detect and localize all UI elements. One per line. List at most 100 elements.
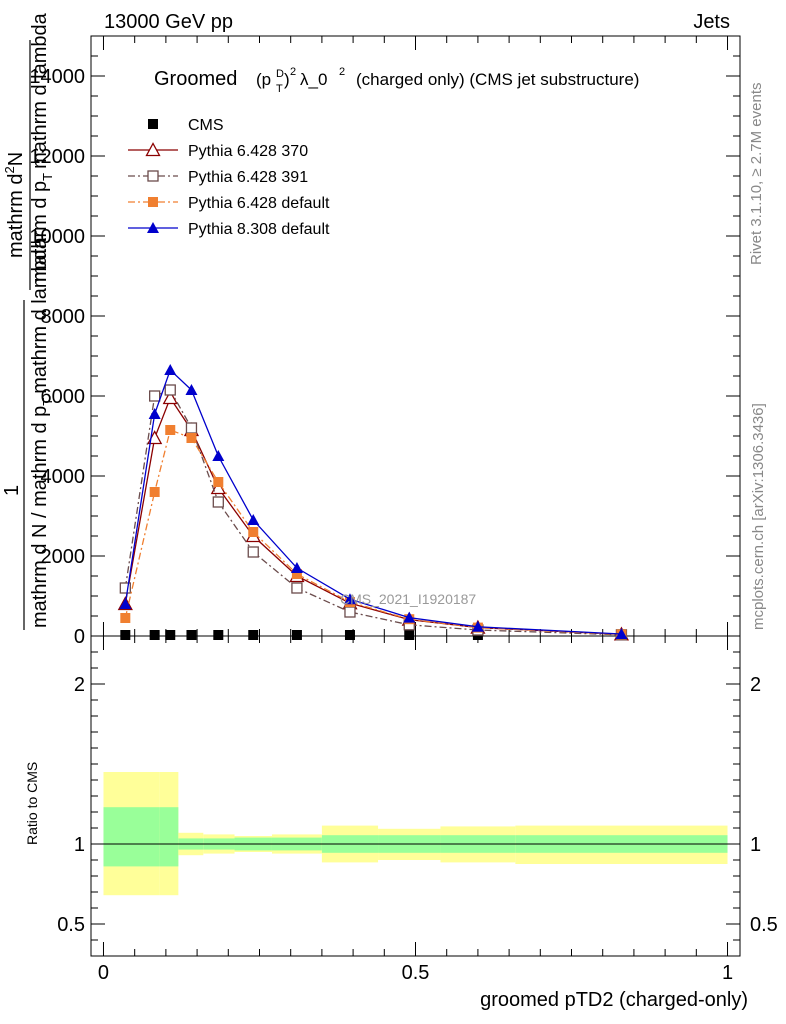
ratio-y-tick-label-right: 2 (750, 674, 761, 696)
series-marker (148, 408, 161, 419)
ratio-y-tick-label-right: 0.5 (750, 914, 778, 936)
legend-item: Pythia 6.428 370 (128, 142, 308, 160)
series-marker (403, 611, 416, 623)
title-sym-sup: D (276, 68, 284, 80)
series-marker (149, 390, 161, 402)
title-rest: (charged only) (CMS jet substructure) (356, 70, 639, 89)
ratio-plot-frame (90, 635, 741, 957)
series-line (124, 429, 622, 636)
series-marker (185, 422, 198, 434)
series-marker (162, 390, 178, 405)
main-y-ticks: 0 2000 4000 6000 8000 10000 12000 14000 (29, 35, 740, 648)
main-y-tick-label: 14000 (29, 66, 85, 88)
main-y-tick-label: 6000 (41, 386, 86, 408)
series-marker (164, 364, 177, 375)
ratio-y-label: Ratio to CMS (24, 762, 40, 845)
ratio-x-ticks: 0 0.5 1 (98, 636, 733, 984)
title-sym-base: (p (256, 70, 271, 89)
series-marker (149, 487, 160, 497)
series-marker (291, 630, 302, 640)
series-marker (148, 119, 158, 129)
legend-label: Pythia 8.308 default (188, 221, 330, 238)
ylabel-one: 1 (1, 485, 23, 496)
ylabel-bottom: mathrm d N / mathrm d pTmathrm d lambda (29, 237, 55, 628)
title-sym-sub: T (276, 83, 283, 95)
series-layer (117, 364, 630, 641)
x-axis-label: groomed pTD2 (charged-only) (480, 989, 748, 1011)
series-marker (213, 477, 224, 487)
ylabel-bottom-rest: mathrm d lambda (29, 237, 51, 393)
series-marker (147, 170, 159, 182)
series-marker (149, 630, 160, 640)
title-sym-exp: 2 (290, 66, 296, 78)
series-marker (291, 569, 302, 579)
legend-label: Pythia 6.428 370 (188, 143, 308, 160)
ylabel-bottom-sub: T (40, 398, 55, 406)
header-energy: 13000 GeV pp (104, 11, 233, 33)
title-sym-close: ) (284, 70, 290, 89)
ylabel-den-dp: mathrm d p (29, 181, 51, 282)
series-marker (120, 630, 131, 640)
ratio-y-ticks: 0.5 0.5 1 1 2 2 (57, 651, 778, 941)
header-category: Jets (693, 11, 730, 33)
series-marker (343, 593, 356, 605)
series-marker (119, 598, 132, 609)
legend-item: Pythia 8.308 default (128, 221, 330, 238)
ratio-y-tick-label: 2 (74, 674, 85, 696)
ylabel-denominator: mathrm d pTmathrm d lambda (29, 12, 55, 282)
legend: CMS Pythia 6.428 370 Pythia 6.428 391 Pythi… (128, 117, 330, 238)
analysis-watermark: CMS_2021_I1920187 (340, 591, 476, 607)
series-marker (344, 630, 355, 640)
series-marker (247, 514, 260, 525)
series-marker (248, 630, 259, 640)
ratio-y-tick-label-right: 1 (750, 834, 761, 856)
ratio-y-tick-label: 0.5 (57, 914, 85, 936)
series-marker (247, 546, 259, 558)
ylabel-den-rest: mathrm d lambda (29, 12, 51, 168)
series-pythia-6-428-default (120, 425, 627, 640)
main-y-tick-label: 0 (74, 626, 85, 648)
series-marker (165, 630, 176, 640)
series-marker (120, 613, 131, 623)
ratio-x-tick-label: 0.5 (402, 962, 430, 984)
legend-item: CMS (148, 117, 224, 134)
ratio-x-tick-label: 1 (722, 962, 733, 984)
main-y-tick-label: 2000 (41, 546, 86, 568)
series-marker (145, 142, 161, 157)
ratio-inner-band-bin (159, 807, 179, 867)
ratio-inner-band-bin (103, 807, 160, 867)
series-pythia-8-308-default (119, 364, 628, 639)
legend-item: Pythia 6.428 391 (128, 169, 308, 186)
ylabel-num-exp: 2 (2, 166, 17, 173)
series-marker (147, 222, 159, 233)
ylabel-numerator: mathrm d2N (2, 152, 27, 258)
main-y-tick-label: 8000 (41, 306, 86, 328)
series-marker (290, 562, 303, 573)
series-marker (291, 582, 303, 594)
series-marker (186, 433, 197, 443)
rivet-version-label: Rivet 3.1.10, ≥ 2.7M events (748, 83, 765, 266)
series-marker (186, 630, 197, 640)
series-marker (212, 496, 224, 508)
series-marker (615, 628, 628, 639)
legend-label: CMS (188, 117, 224, 134)
ylabel-num-n: N (5, 152, 27, 166)
series-marker (213, 630, 224, 640)
series-marker (344, 606, 356, 618)
series-marker (248, 527, 259, 537)
series-marker (212, 450, 225, 461)
main-y-label: mathrm d2N mathrm d pTmathrm d lambda 1 … (1, 12, 55, 630)
series-marker (165, 425, 176, 435)
series-marker (404, 630, 415, 640)
title-main: Groomed (154, 68, 237, 90)
plot-title: Groomed (p D T ) 2 λ_0 2 (charged only) … (154, 66, 639, 95)
series-marker (471, 620, 484, 632)
main-y-tick-label: 12000 (29, 146, 85, 168)
ylabel-bottom-main: mathrm d N / mathrm d p (29, 406, 51, 628)
series-marker (185, 384, 198, 395)
series-marker (164, 384, 176, 396)
ratio-y-tick-label: 1 (74, 834, 85, 856)
ratio-bands (103, 772, 728, 896)
main-y-tick-label: 10000 (29, 226, 85, 248)
